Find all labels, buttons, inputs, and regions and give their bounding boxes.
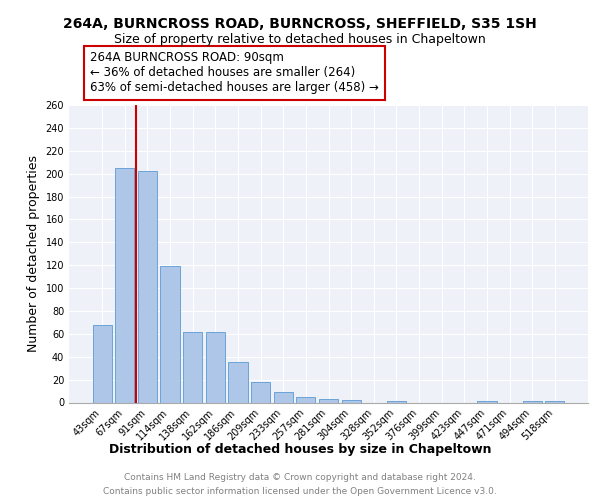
- Bar: [183, 332, 202, 402]
- Text: Contains public sector information licensed under the Open Government Licence v3: Contains public sector information licen…: [103, 488, 497, 496]
- Bar: [92, 324, 112, 402]
- Bar: [115, 168, 134, 402]
- Bar: [341, 400, 361, 402]
- Text: 264A, BURNCROSS ROAD, BURNCROSS, SHEFFIELD, S35 1SH: 264A, BURNCROSS ROAD, BURNCROSS, SHEFFIE…: [63, 18, 537, 32]
- Text: 264A BURNCROSS ROAD: 90sqm
← 36% of detached houses are smaller (264)
63% of sem: 264A BURNCROSS ROAD: 90sqm ← 36% of deta…: [90, 52, 379, 94]
- Text: Size of property relative to detached houses in Chapeltown: Size of property relative to detached ho…: [114, 32, 486, 46]
- Bar: [251, 382, 270, 402]
- Bar: [206, 332, 225, 402]
- Bar: [229, 362, 248, 403]
- Text: Contains HM Land Registry data © Crown copyright and database right 2024.: Contains HM Land Registry data © Crown c…: [124, 472, 476, 482]
- Bar: [319, 399, 338, 402]
- Y-axis label: Number of detached properties: Number of detached properties: [27, 155, 40, 352]
- Bar: [274, 392, 293, 402]
- Bar: [138, 172, 157, 402]
- Bar: [296, 397, 316, 402]
- Bar: [160, 266, 180, 402]
- Text: Distribution of detached houses by size in Chapeltown: Distribution of detached houses by size …: [109, 442, 491, 456]
